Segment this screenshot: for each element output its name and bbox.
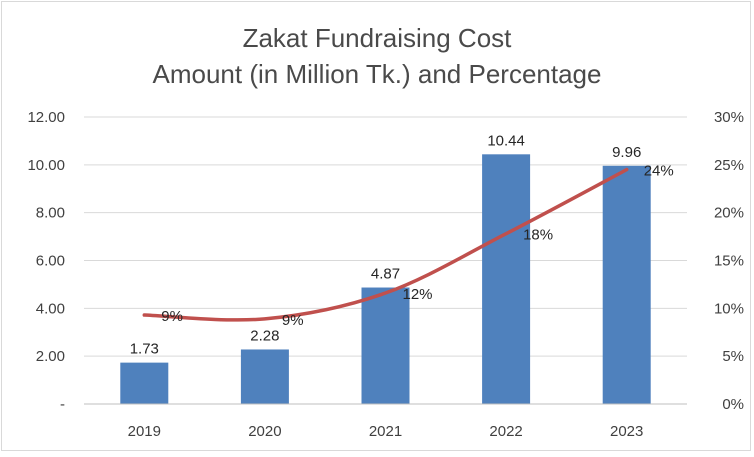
line-value-label: 18%	[523, 227, 553, 244]
right-tick-label: 15%	[714, 253, 744, 270]
right-tick-label: 25%	[714, 157, 744, 174]
percentage-line	[142, 167, 629, 322]
right-tick-label: 0%	[722, 396, 744, 413]
x-tick-label: 2023	[610, 423, 643, 440]
bar-value-label: 2.28	[250, 327, 279, 344]
bar-value-label: 4.87	[371, 266, 400, 283]
line-series	[142, 167, 629, 322]
left-axis: - 2.00 4.00 6.00 8.00 10.00 12.00	[27, 109, 65, 413]
bar-2023	[602, 165, 651, 404]
left-tick-label: 8.00	[36, 205, 65, 222]
bar-2020	[240, 349, 289, 404]
line-value-label: 9%	[282, 312, 304, 329]
left-tick-label: 6.00	[36, 253, 65, 270]
x-tick-label: 2019	[128, 423, 161, 440]
bar-value-label: 9.96	[612, 144, 641, 161]
chart-title-line-2: Amount (in Million Tk.) and Percentage	[153, 59, 602, 89]
left-tick-label: 4.00	[36, 300, 65, 317]
left-tick-label: -	[60, 396, 65, 413]
right-tick-label: 10%	[714, 300, 744, 317]
x-axis: 2019 2020 2021 2022 2023	[84, 403, 687, 440]
right-tick-label: 5%	[722, 348, 744, 365]
x-tick-label: 2020	[248, 423, 281, 440]
x-tick-label: 2022	[489, 423, 522, 440]
right-tick-label: 30%	[714, 109, 744, 126]
line-value-label: 24%	[644, 163, 674, 180]
bar-series	[120, 154, 651, 404]
bar-value-label: 10.44	[487, 132, 525, 149]
data-labels: 1.73 2.28 4.87 10.44 9.96 9% 9% 12% 18% 24%	[130, 132, 674, 357]
left-tick-label: 12.00	[27, 109, 65, 126]
chart-frame: Zakat Fundraising Cost Amount (in Millio…	[1, 1, 751, 451]
bar-value-label: 1.73	[130, 341, 159, 358]
right-tick-label: 20%	[714, 205, 744, 222]
line-value-label: 12%	[403, 286, 433, 303]
line-value-label: 9%	[161, 308, 183, 325]
bar-2019	[120, 362, 169, 404]
x-tick-label: 2021	[369, 423, 402, 440]
bar-2022	[482, 154, 531, 404]
left-tick-label: 2.00	[36, 348, 65, 365]
combo-chart: Zakat Fundraising Cost Amount (in Millio…	[27, 23, 744, 440]
left-tick-label: 10.00	[27, 157, 65, 174]
bar-2021	[361, 287, 410, 404]
right-axis: 0% 5% 10% 15% 20% 25% 30%	[714, 109, 744, 413]
chart-title-line-1: Zakat Fundraising Cost	[243, 23, 513, 53]
